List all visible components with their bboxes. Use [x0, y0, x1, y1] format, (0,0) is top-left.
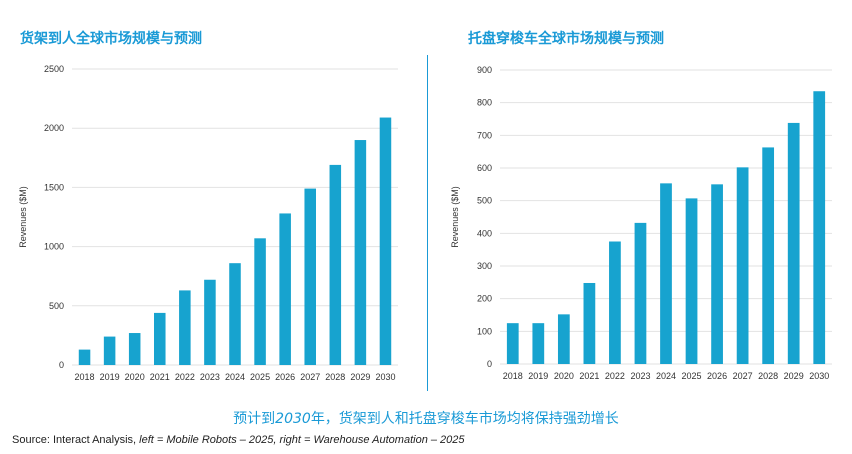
left-chart-y-tick-label: 2500: [44, 64, 64, 74]
left-chart-panel: 货架到人全球市场规模与预测 0 500 1000 1500 2000 2500 2018 20…: [0, 0, 420, 400]
right-chart-x-tick-label: 2024: [656, 371, 676, 381]
left-chart-bar-2022: [179, 290, 191, 365]
left-chart-y-tick-label: 500: [49, 301, 64, 311]
right-chart-y-tick-label: 300: [477, 261, 492, 271]
right-chart-x-tick-label: 2022: [605, 371, 625, 381]
left-chart-bar-2026: [279, 213, 291, 365]
left-chart-x-tick-label: 2018: [75, 372, 95, 382]
summary-prefix: 预计到: [233, 411, 276, 427]
left-chart-bar-2029: [354, 140, 367, 365]
right-chart-x-tick-label: 2029: [784, 371, 804, 381]
left-chart-bar-2018: [78, 349, 91, 365]
left-chart-x-tick-label: 2020: [125, 372, 145, 382]
left-chart-y-axis-label: Revenues ($M): [18, 186, 28, 248]
left-chart-x-tick-label: 2024: [225, 372, 245, 382]
right-chart-y-tick-label: 0: [487, 359, 492, 369]
right-chart-bar-2023: [634, 222, 647, 364]
left-chart-x-tick-label: 2023: [200, 372, 220, 382]
right-chart-bar-2027: [736, 167, 749, 364]
left-chart-x-tick-label: 2025: [250, 372, 270, 382]
right-chart-y-tick-label: 500: [477, 196, 492, 206]
left-chart-bar-2030: [379, 117, 392, 365]
right-chart-y-tick-label: 100: [477, 326, 492, 336]
right-chart-bar-2018: [506, 323, 519, 364]
right-chart-bar-2019: [532, 323, 545, 364]
left-chart-bar-2027: [304, 188, 316, 365]
left-chart-y-tick-label: 1000: [44, 242, 64, 252]
right-chart-y-tick-label: 400: [477, 228, 492, 238]
left-chart-x-tick-label: 2019: [100, 372, 120, 382]
right-chart-x-tick-label: 2019: [528, 371, 548, 381]
right-chart-y-tick-label: 200: [477, 294, 492, 304]
right-chart-x-tick-label: 2025: [682, 371, 702, 381]
right-chart-panel: 托盘穿梭车全球市场规模与预测 0 100 200 300 400 500 600 700 800…: [432, 0, 852, 400]
right-chart-x-tick-label: 2023: [630, 371, 650, 381]
right-chart-bar-2028: [762, 147, 775, 364]
source-lead: Source: Interact Analysis,: [12, 434, 140, 446]
left-chart-x-tick-label: 2021: [150, 372, 170, 382]
source-right: right = Warehouse Automation – 2025: [279, 434, 465, 446]
left-chart-bar-2021: [154, 312, 166, 365]
right-chart-x-tick-label: 2021: [579, 371, 599, 381]
right-chart-x-tick-label: 2018: [503, 371, 523, 381]
left-chart-x-tick-label: 2022: [175, 372, 195, 382]
summary-suffix: 年，货架到人和托盘穿梭车市场均将保持强劲增长: [310, 411, 619, 427]
left-chart-bar-2025: [254, 238, 266, 365]
right-chart-y-tick-label: 700: [477, 130, 492, 140]
summary-caption: 预计到2030年，货架到人和托盘穿梭车市场均将保持强劲增长: [0, 408, 852, 428]
right-chart-bar-2030: [813, 91, 826, 364]
left-chart-x-tick-label: 2027: [300, 372, 320, 382]
right-chart-x-tick-label: 2020: [554, 371, 574, 381]
left-chart-y-tick-label: 1500: [44, 182, 64, 192]
right-chart-y-tick-label: 800: [477, 98, 492, 108]
source-note: Source: Interact Analysis, left = Mobile…: [12, 434, 465, 446]
left-chart-bar-2028: [329, 164, 342, 365]
left-bar-chart: 0 500 1000 1500 2000 2500 2018 2019 2020 2021 2022…: [18, 64, 398, 382]
left-chart-x-tick-label: 2030: [375, 372, 395, 382]
left-chart-y-tick-label: 0: [59, 360, 64, 370]
right-chart-x-tick-label: 2030: [809, 371, 829, 381]
left-chart-bar-2024: [229, 263, 241, 365]
right-chart-bar-2020: [557, 314, 570, 364]
right-chart-bar-2026: [711, 184, 723, 364]
right-chart-bar-2029: [787, 122, 800, 364]
left-chart-bar-2019: [103, 336, 116, 365]
right-chart-bar-2025: [685, 198, 698, 364]
left-chart-bar-2023: [204, 279, 216, 365]
panel-divider: [427, 55, 428, 391]
right-chart-x-tick-label: 2027: [733, 371, 753, 381]
right-bar-chart: 0 100 200 300 400 500 600 700 800 900 2018 2019 2020…: [450, 65, 832, 381]
source-sep: ,: [273, 434, 280, 446]
right-chart-bar-2024: [660, 183, 672, 364]
left-chart-y-tick-label: 2000: [44, 123, 64, 133]
left-chart-x-tick-label: 2028: [325, 372, 345, 382]
left-chart-title: 货架到人全球市场规模与预测: [20, 31, 202, 47]
right-chart-x-tick-label: 2028: [758, 371, 778, 381]
source-left: left = Mobile Robots – 2025: [139, 434, 274, 446]
right-chart-y-axis-label: Revenues ($M): [450, 186, 460, 248]
right-chart-y-tick-label: 600: [477, 163, 492, 173]
right-chart-title: 托盘穿梭车全球市场规模与预测: [468, 31, 664, 47]
left-chart-bar-2020: [128, 333, 141, 365]
right-chart-x-tick-label: 2026: [707, 371, 727, 381]
right-chart-y-tick-label: 900: [477, 65, 492, 75]
summary-year: 2030: [275, 411, 311, 427]
left-chart-x-tick-label: 2026: [275, 372, 295, 382]
left-chart-x-tick-label: 2029: [350, 372, 370, 382]
right-chart-bar-2021: [583, 282, 596, 364]
right-chart-bar-2022: [609, 241, 621, 364]
